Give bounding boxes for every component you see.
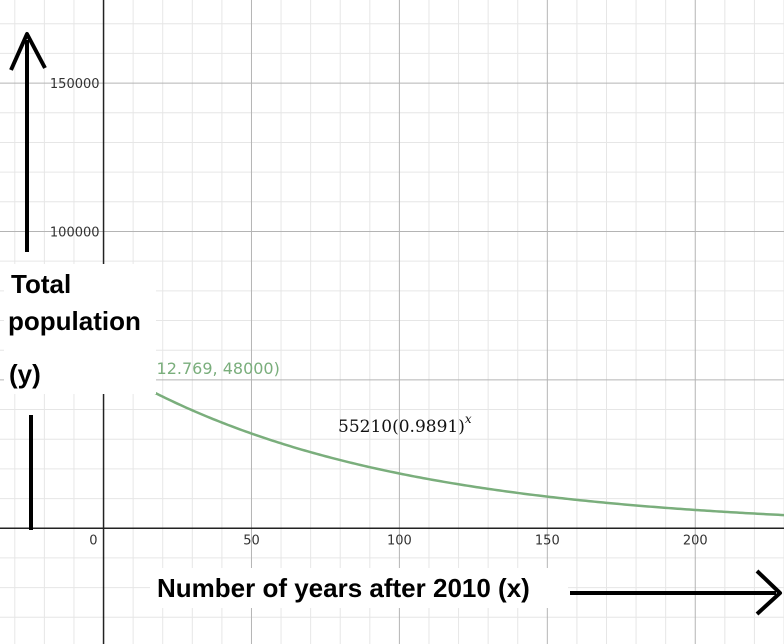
x-tick-label: 200	[683, 533, 708, 548]
series-line	[102, 363, 784, 517]
x-tick-label: 150	[535, 533, 560, 548]
x-tick-label: 50	[243, 533, 260, 548]
x-label-backdrop	[150, 568, 568, 608]
x-tick-label: 0	[89, 533, 97, 548]
data-point-label: (12.769, 48000)	[150, 359, 280, 378]
y-label-line-1: Total	[11, 269, 71, 299]
y-annotation: Total population (y)	[4, 32, 156, 530]
x-arrow-head	[755, 569, 782, 616]
series-layer: (12.769, 48000)	[102, 359, 784, 517]
equation-exponent: x	[465, 412, 472, 426]
equation-base: (0.9891)	[392, 417, 465, 437]
y-label-line-3: (y)	[9, 359, 41, 389]
x-annotation: Number of years after 2010 (x)	[150, 568, 782, 616]
y-arrow-head	[9, 32, 47, 71]
y-tick-label: 100000	[50, 225, 100, 240]
x-axis-label: Number of years after 2010 (x)	[157, 573, 530, 603]
y-tick-label: 150000	[50, 77, 100, 92]
equation-label: 55210(0.9891)x	[338, 412, 472, 437]
x-tick-label: 100	[387, 533, 412, 548]
equation-coef: 55210	[338, 417, 392, 437]
y-label-backdrop	[4, 264, 156, 394]
y-label-line-2: population	[8, 306, 141, 336]
